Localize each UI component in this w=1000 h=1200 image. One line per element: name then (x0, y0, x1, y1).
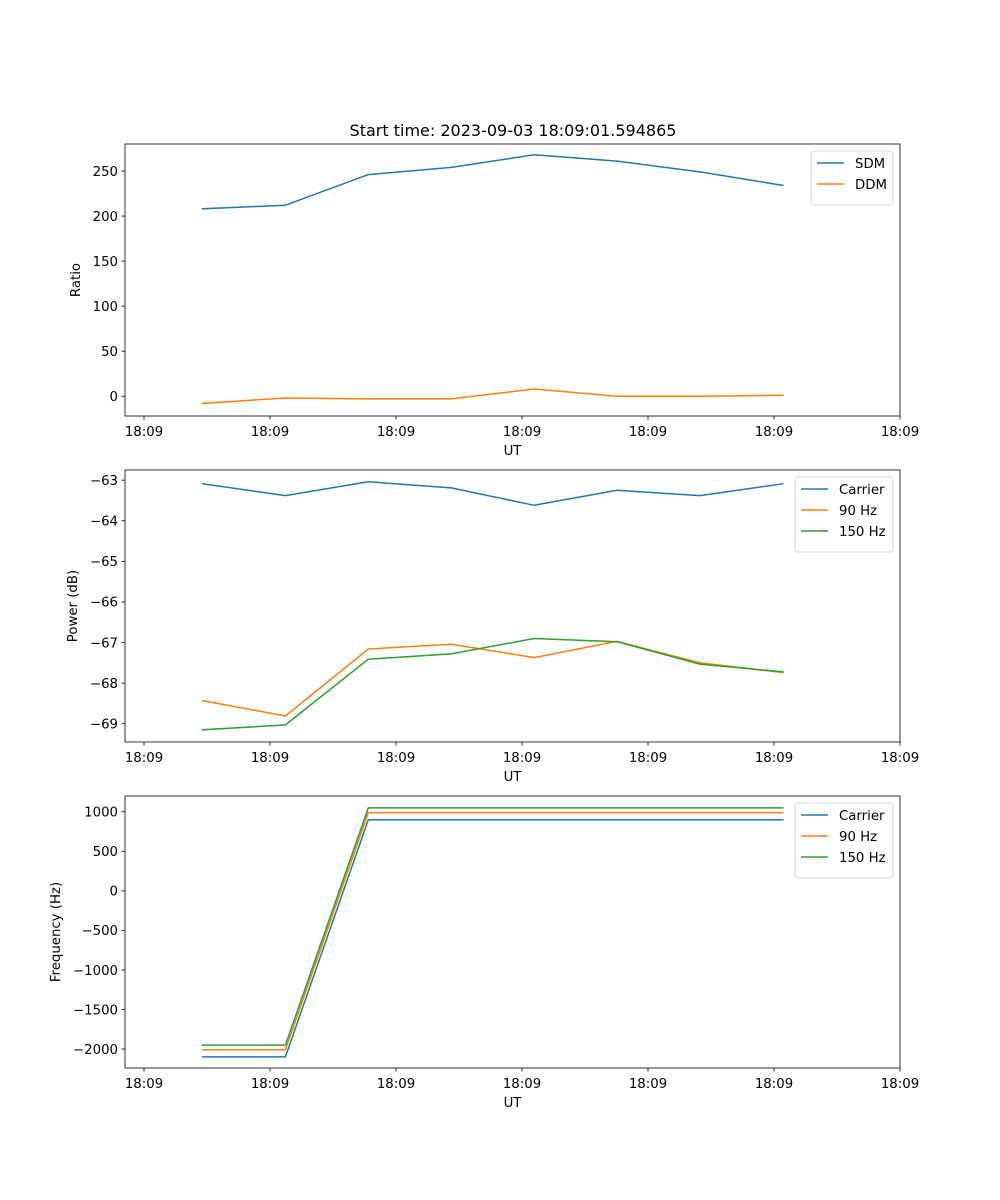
y-tick-label: 200 (93, 210, 118, 225)
series-line-sdm (201, 154, 784, 210)
ratio-panel: 0 50 100 150 200 250 18:09 18:09 18:09 18:09 18:09… (69, 143, 919, 459)
legend-label: SDM (855, 157, 885, 172)
axes-frame (124, 469, 901, 743)
x-tick-label: 18:09 (377, 1077, 415, 1092)
x-tick-label: 18:09 (377, 751, 415, 766)
x-tick-label: 18:09 (125, 1077, 163, 1092)
y-axis-label: Frequency (Hz) (49, 882, 64, 982)
legend-label: 150 Hz (839, 851, 886, 866)
x-tick-label: 18:09 (629, 425, 667, 440)
x-tick-label: 18:09 (755, 1077, 793, 1092)
x-tick-label: 18:09 (755, 751, 793, 766)
y-tick-label: −69 (90, 718, 118, 733)
series-line-ddm (201, 388, 784, 405)
x-tick-label: 18:09 (629, 1077, 667, 1092)
x-axis-label: UT (504, 444, 523, 459)
y-tick-label: −63 (90, 474, 118, 489)
x-tick-label: 18:09 (629, 751, 667, 766)
series-line-90-hz (201, 811, 784, 1051)
x-tick-label: 18:09 (503, 1077, 541, 1092)
power-panel: −69 −68 −67 −66 −65 −64 −63 18:09 18:09 18:09 18:0… (66, 469, 919, 785)
series-line-carrier (201, 818, 784, 1058)
x-tick-label: 18:09 (503, 425, 541, 440)
legend-label: Carrier (839, 483, 885, 498)
x-tick-label: 18:09 (251, 751, 289, 766)
legend-label: 90 Hz (839, 830, 877, 845)
y-tick-label: 0 (110, 390, 118, 405)
y-tick-label: −65 (90, 555, 118, 570)
series-line-90-hz (201, 640, 784, 717)
x-tick-label: 18:09 (377, 425, 415, 440)
y-tick-label: 50 (101, 345, 118, 360)
x-tick-label: 18:09 (125, 751, 163, 766)
y-tick-label: 150 (93, 255, 118, 270)
y-axis-label: Power (dB) (66, 570, 81, 642)
y-tick-label: 500 (93, 845, 118, 860)
axes-frame (124, 795, 901, 1069)
chart-title: Start time: 2023-09-03 18:09:01.594865 (350, 121, 677, 140)
x-tick-label: 18:09 (125, 425, 163, 440)
series-line-150-hz (201, 637, 784, 731)
y-tick-label: −1000 (73, 964, 118, 979)
x-tick-label: 18:09 (503, 751, 541, 766)
legend-box (794, 802, 894, 879)
y-tick-label: 100 (93, 300, 118, 315)
x-tick-label: 18:09 (251, 1077, 289, 1092)
axes-frame (124, 143, 901, 417)
legend-label: DDM (855, 178, 887, 193)
y-tick-label: −64 (90, 515, 118, 530)
y-axis-label: Ratio (69, 263, 84, 297)
plot-area (125, 470, 900, 742)
plot-area (125, 796, 900, 1068)
frequency-panel: −2000 −1500 −1000 −500 0 500 1000 18:09 18:09 18:… (49, 795, 919, 1111)
y-tick-label: −2000 (73, 1043, 118, 1058)
legend-box (794, 476, 894, 553)
legend-box (810, 150, 894, 206)
y-tick-label: 1000 (84, 806, 118, 821)
x-tick-label: 18:09 (881, 751, 919, 766)
y-tick-label: −1500 (73, 1003, 118, 1018)
y-tick-label: −500 (81, 924, 118, 939)
x-axis-label: UT (504, 770, 523, 785)
series-line-150-hz (201, 807, 784, 1046)
legend-label: Carrier (839, 809, 885, 824)
x-tick-label: 18:09 (251, 425, 289, 440)
x-axis-label: UT (504, 1096, 523, 1111)
y-tick-label: 250 (93, 165, 118, 180)
y-tick-label: −67 (90, 636, 118, 651)
x-tick-label: 18:09 (881, 1077, 919, 1092)
series-line-carrier (201, 481, 784, 507)
y-tick-label: 0 (110, 885, 118, 900)
y-tick-label: −68 (90, 677, 118, 692)
legend-label: 150 Hz (839, 525, 886, 540)
y-tick-label: −66 (90, 596, 118, 611)
plot-area (125, 144, 900, 416)
legend-label: 90 Hz (839, 504, 877, 519)
x-tick-label: 18:09 (881, 425, 919, 440)
x-tick-label: 18:09 (755, 425, 793, 440)
